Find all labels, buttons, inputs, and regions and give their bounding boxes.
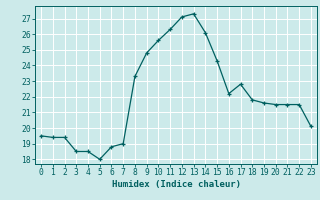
X-axis label: Humidex (Indice chaleur): Humidex (Indice chaleur) bbox=[111, 180, 241, 189]
